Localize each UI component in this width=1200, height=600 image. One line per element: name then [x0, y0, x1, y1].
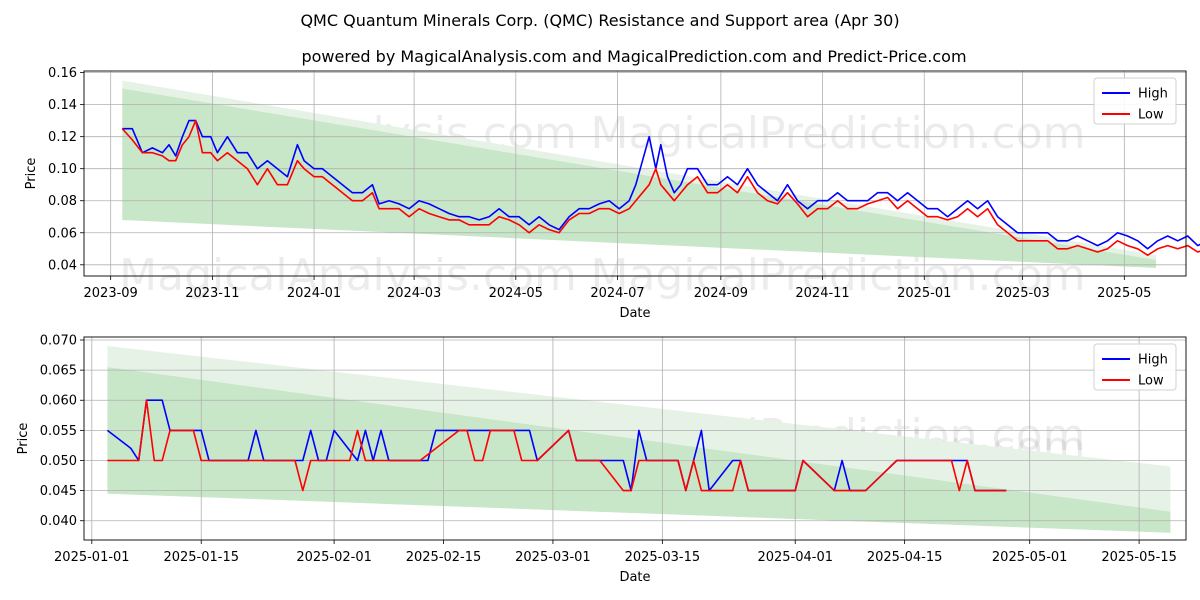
x-tick-label: 2025-04-15 [867, 550, 943, 565]
watermark-text: MagicalPrediction.com [591, 108, 1086, 159]
legend: High Low [1093, 77, 1177, 125]
bottom-panel: MagicalAnalysis.comMagicalPrediction.com… [16, 334, 1187, 585]
y-tick-label: 0.055 [40, 424, 77, 439]
x-tick-label: 2025-01 [897, 286, 951, 301]
y-tick-label: 0.06 [48, 226, 77, 241]
x-tick-label: 2024-09 [694, 286, 748, 301]
series-line-low [121, 119, 1200, 256]
y-axis-label: Price [24, 158, 39, 190]
x-tick-label: 2025-05-15 [1101, 550, 1177, 565]
x-tick-label: 2025-04-01 [757, 550, 833, 565]
legend: High Low [1093, 343, 1177, 391]
y-tick-label: 0.060 [40, 394, 77, 409]
y-tick-label: 0.050 [40, 454, 77, 469]
x-tick-label: 2025-01-15 [163, 550, 239, 565]
x-axis-label: Date [619, 570, 650, 585]
x-tick-label: 2025-05 [1097, 286, 1151, 301]
plot-frame [83, 70, 1187, 277]
x-tick-label: 2023-11 [185, 286, 239, 301]
y-tick-label: 0.10 [48, 162, 77, 177]
x-tick-label: 2024-07 [590, 286, 644, 301]
x-tick-label: 2025-03 [995, 286, 1049, 301]
legend-label-low: Low [1138, 374, 1164, 389]
resistance-support-band [122, 88, 1156, 268]
y-tick-label: 0.045 [40, 484, 77, 499]
x-tick-label: 2025-03-15 [625, 550, 701, 565]
legend-label-low: Low [1138, 108, 1164, 123]
plot-frame [83, 336, 1187, 541]
legend-label-high: High [1138, 353, 1168, 368]
y-axis-label: Price [16, 423, 31, 455]
y-tick-label: 0.14 [48, 98, 77, 113]
x-tick-label: 2024-05 [489, 286, 543, 301]
x-tick-label: 2024-03 [387, 286, 441, 301]
chart-title: QMC Quantum Minerals Corp. (QMC) Resista… [300, 11, 899, 30]
x-tick-label: 2025-02-15 [406, 550, 482, 565]
y-tick-label: 0.04 [48, 258, 77, 273]
legend-box [1093, 77, 1177, 125]
x-tick-label: 2025-03-01 [515, 550, 591, 565]
y-tick-label: 0.16 [48, 66, 77, 81]
y-tick-label: 0.12 [48, 130, 77, 145]
x-tick-label: 2023-09 [84, 286, 138, 301]
legend-label-high: High [1138, 87, 1168, 102]
y-tick-label: 0.065 [40, 364, 77, 379]
x-axis-label: Date [619, 306, 650, 321]
chart-subtitle: powered by MagicalAnalysis.com and Magic… [301, 47, 966, 66]
y-tick-label: 0.08 [48, 194, 77, 209]
top-panel: MagicalAnalysis.com MagicalPrediction.com… [24, 66, 1200, 321]
y-tick-label: 0.070 [40, 334, 77, 349]
series-line-high [122, 119, 1200, 250]
series-line-low [107, 399, 1007, 492]
legend-box [1093, 343, 1177, 391]
watermark-text: MagicalAnalysis.com [119, 250, 577, 301]
x-tick-label: 2024-01 [287, 286, 341, 301]
y-tick-label: 0.040 [40, 514, 77, 529]
x-tick-label: 2025-01-01 [54, 550, 130, 565]
x-tick-label: 2025-05-01 [992, 550, 1068, 565]
x-tick-label: 2024-11 [795, 286, 849, 301]
x-tick-label: 2025-02-01 [296, 550, 372, 565]
